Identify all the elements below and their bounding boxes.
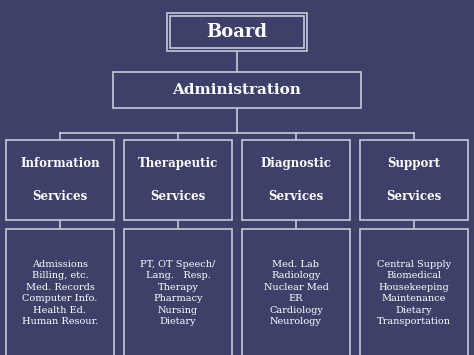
- Bar: [6, 229, 114, 355]
- Bar: [360, 229, 468, 355]
- Text: Information

Services: Information Services: [20, 157, 100, 203]
- Bar: [170, 16, 304, 48]
- Bar: [124, 229, 232, 355]
- Text: Support

Services: Support Services: [386, 157, 442, 203]
- Text: Med. Lab
Radiology
Nuclear Med
ER
Cardiology
Neurology: Med. Lab Radiology Nuclear Med ER Cardio…: [264, 260, 328, 326]
- Bar: [167, 13, 307, 51]
- Text: Central Supply
Biomedical
Housekeeping
Maintenance
Dietary
Transportation: Central Supply Biomedical Housekeeping M…: [377, 260, 451, 326]
- Bar: [242, 140, 350, 220]
- Bar: [6, 140, 114, 220]
- Text: Admissions
Billing, etc.
Med. Records
Computer Info.
Health Ed.
Human Resour.: Admissions Billing, etc. Med. Records Co…: [22, 260, 98, 326]
- Bar: [113, 72, 361, 108]
- Bar: [242, 229, 350, 355]
- Text: Therapeutic

Services: Therapeutic Services: [138, 157, 218, 203]
- Text: PT, OT Speech/
Lang.   Resp.
Therapy
Pharmacy
Nursing
Dietary: PT, OT Speech/ Lang. Resp. Therapy Pharm…: [140, 260, 216, 326]
- Text: Administration: Administration: [173, 83, 301, 97]
- Text: Diagnostic

Services: Diagnostic Services: [261, 157, 331, 203]
- Text: Board: Board: [207, 23, 267, 41]
- Bar: [360, 140, 468, 220]
- Bar: [124, 140, 232, 220]
